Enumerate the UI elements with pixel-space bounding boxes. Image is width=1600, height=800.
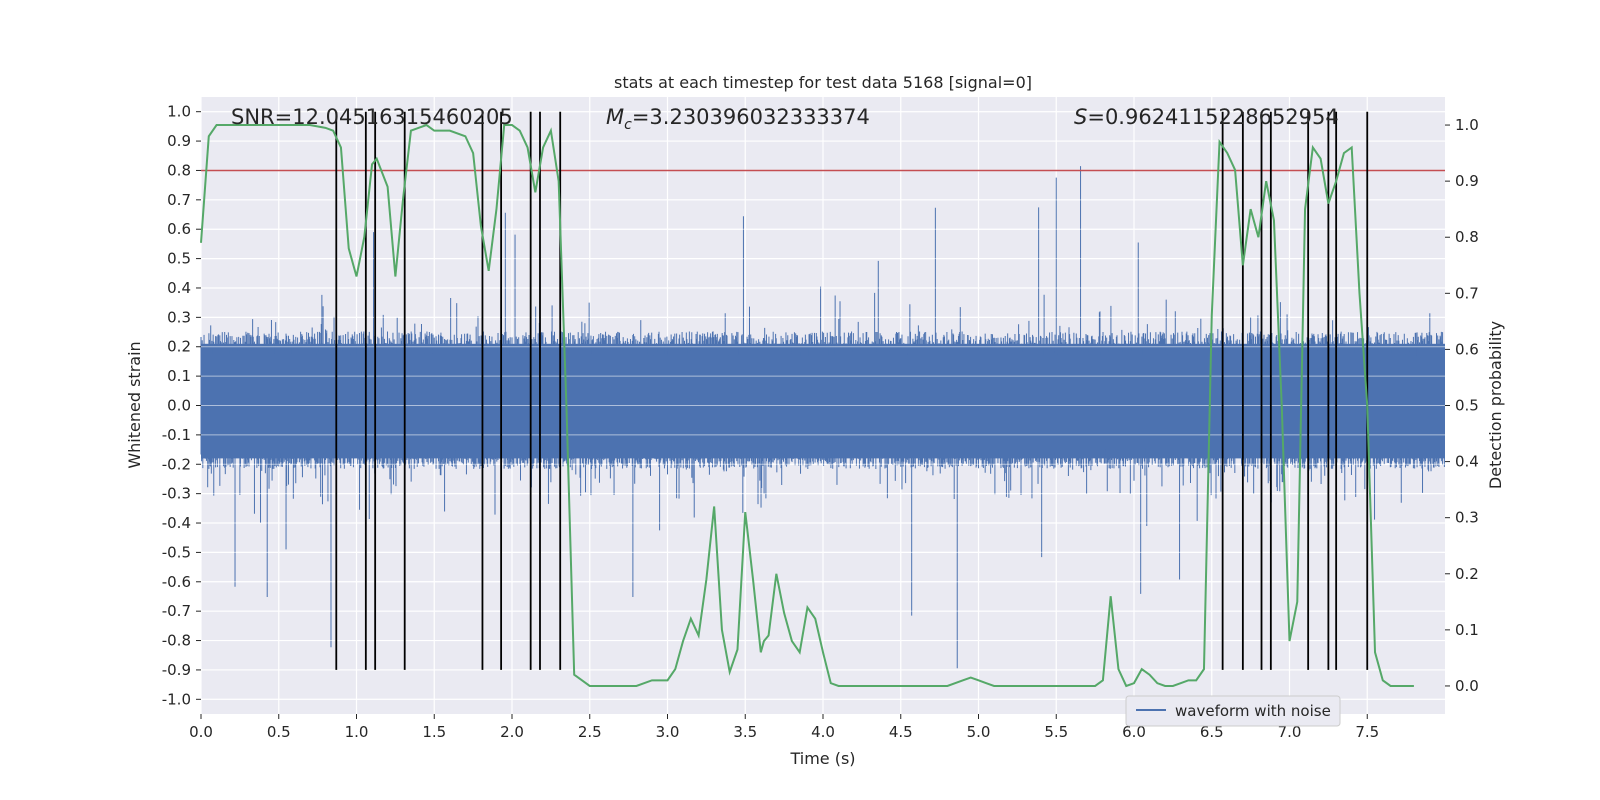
y-tick-label: 0.2 — [167, 338, 191, 356]
waveform-line — [200, 166, 1445, 669]
y2-tick-label: 0.5 — [1455, 397, 1479, 415]
y-tick-label: 0.8 — [167, 161, 191, 179]
y-tick-label: 1.0 — [167, 103, 191, 121]
y-tick-label: 0.0 — [167, 397, 191, 415]
score-value: =0.9624115228652954 — [1087, 105, 1338, 129]
x-tick-label: 6.0 — [1122, 723, 1146, 741]
y-tick-label: -0.2 — [162, 455, 191, 473]
grid-overlay — [201, 111, 1445, 700]
x-tick-label: 2.5 — [578, 723, 602, 741]
y2-tick-label: 0.7 — [1455, 284, 1479, 302]
y-tick-label: 0.5 — [167, 250, 191, 268]
x-tick-label: 5.0 — [967, 723, 991, 741]
probability-line — [200, 123, 1414, 688]
y-tick-label: -0.5 — [162, 543, 191, 561]
x-tick-label: 1.5 — [422, 723, 446, 741]
snr-annotation: SNR=12.04516315460205 — [231, 105, 513, 129]
x-tick-label: 7.0 — [1278, 723, 1302, 741]
y-tick-label: 0.4 — [167, 279, 191, 297]
x-tick-label: 4.0 — [811, 723, 835, 741]
y-tick-label: 0.3 — [167, 308, 191, 326]
chirp-mass-symbol: M — [606, 105, 624, 129]
chirp-mass-value: =3.230396032333374 — [632, 105, 870, 129]
x-tick-label: 1.0 — [345, 723, 369, 741]
y2-tick-label: 1.0 — [1455, 116, 1479, 134]
y2-tick-label: 0.2 — [1455, 565, 1479, 583]
detection-lines — [335, 111, 1369, 670]
y2-tick-label: 0.8 — [1455, 228, 1479, 246]
chart-title: stats at each timestep for test data 516… — [614, 73, 1032, 92]
chirp-mass-annotation: Mc=3.230396032333374 — [606, 105, 870, 133]
legend-label: waveform with noise — [1175, 702, 1331, 720]
legend: waveform with noise — [1125, 695, 1341, 727]
x-tick-label: 2.0 — [500, 723, 524, 741]
y-tick-label: 0.7 — [167, 191, 191, 209]
legend-box — [1125, 695, 1341, 727]
score-annotation: S=0.9624115228652954 — [1074, 105, 1339, 129]
x-tick-label: 6.5 — [1200, 723, 1224, 741]
x-tick-label: 7.5 — [1355, 723, 1379, 741]
y-axis-label: Whitened strain — [125, 341, 144, 468]
x-tick-label: 0.5 — [267, 723, 291, 741]
y-tick-label: -0.6 — [162, 573, 191, 591]
y2-tick-label: 0.6 — [1455, 340, 1479, 358]
x-tick-label: 0.0 — [189, 723, 213, 741]
x-tick-label: 4.5 — [889, 723, 913, 741]
y2-tick-label: 0.1 — [1455, 621, 1479, 639]
y-axis-ticks: 1.0 0.9 0.8 0.7 0.6 0.5 0.4 0.3 0.2 0.1 0.0 -0.1 -0.… — [162, 103, 201, 708]
y-tick-label: -0.3 — [162, 485, 191, 503]
y-tick-label: -0.1 — [162, 426, 191, 444]
y2-axis-label: Detection probability — [1486, 321, 1505, 489]
waveform-series — [200, 166, 1445, 669]
x-tick-label: 3.5 — [733, 723, 757, 741]
y-tick-label: -0.9 — [162, 661, 191, 679]
y2-tick-label: 0.3 — [1455, 509, 1479, 527]
y-tick-label: -0.7 — [162, 602, 191, 620]
y2-tick-label: 0.0 — [1455, 677, 1479, 695]
score-symbol: S — [1074, 105, 1087, 129]
y-tick-label: 0.6 — [167, 220, 191, 238]
y-tick-label: -0.4 — [162, 514, 191, 532]
y2-axis-ticks: 1.0 0.9 0.8 0.7 0.6 0.5 0.4 0.3 0.2 0.1 0.0 — [1445, 116, 1479, 695]
chirp-mass-subscript: c — [624, 117, 632, 133]
y-tick-label: 0.1 — [167, 367, 191, 385]
x-axis-label: Time (s) — [789, 749, 855, 768]
probability-series — [200, 123, 1414, 688]
y-tick-label: 0.9 — [167, 132, 191, 150]
y-tick-label: -1.0 — [162, 690, 191, 708]
x-tick-label: 3.0 — [656, 723, 680, 741]
x-axis-ticks: 0.0 0.5 1.0 1.5 2.0 2.5 3.0 3.5 4.0 4.5 5.0 5.5 6.0 6… — [189, 714, 1379, 741]
y2-tick-label: 0.4 — [1455, 453, 1479, 471]
x-tick-label: 5.5 — [1044, 723, 1068, 741]
y-tick-label: -0.8 — [162, 632, 191, 650]
y2-tick-label: 0.9 — [1455, 172, 1479, 190]
